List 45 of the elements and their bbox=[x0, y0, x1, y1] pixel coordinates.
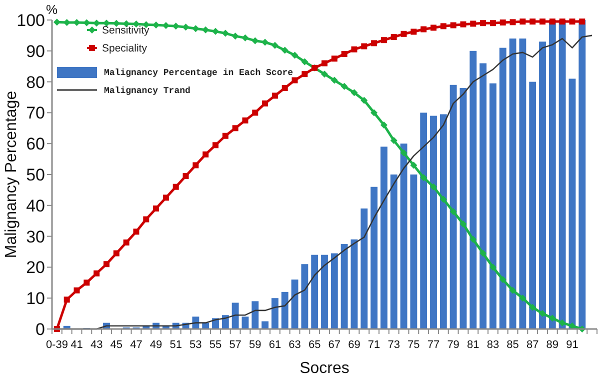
y-tick-label: 100 bbox=[16, 10, 45, 30]
y-axis-title: Malignancy Percentage bbox=[3, 90, 20, 258]
y-tick-label: 70 bbox=[26, 104, 45, 123]
x-tick-label: 59 bbox=[249, 339, 262, 351]
x-tick-label: 0-39 bbox=[46, 339, 68, 351]
legend-label: Sensitivity bbox=[102, 24, 150, 37]
legend-label: Malignancy Trand bbox=[104, 86, 190, 96]
x-tick-label: 63 bbox=[288, 339, 301, 351]
x-tick-label: 81 bbox=[467, 339, 480, 351]
legend-label: Speciality bbox=[102, 42, 148, 55]
x-tick-label: 87 bbox=[526, 339, 539, 351]
legend-label: Malignancy Percentage in Each Score bbox=[104, 68, 294, 78]
x-tick-label: 49 bbox=[150, 339, 162, 351]
y-tick-label: 50 bbox=[26, 165, 45, 184]
y-tick-label: 40 bbox=[26, 196, 45, 216]
x-tick-label: 69 bbox=[348, 339, 360, 351]
y-tick-label: 60 bbox=[26, 134, 45, 154]
x-tick-label: 57 bbox=[229, 339, 242, 351]
x-tick-label: 51 bbox=[170, 339, 182, 351]
y-tick-label: 0 bbox=[36, 320, 45, 339]
y-tick-label: 90 bbox=[26, 42, 45, 61]
x-tick-label: 91 bbox=[566, 339, 578, 351]
x-tick-label: 89 bbox=[546, 339, 559, 351]
x-tick-label: 55 bbox=[209, 339, 222, 351]
x-tick-label: 73 bbox=[388, 339, 400, 351]
x-tick-label: 65 bbox=[308, 339, 321, 351]
x-tick-label: 53 bbox=[190, 339, 202, 351]
x-tick-label: 75 bbox=[408, 339, 420, 351]
x-tick-label: 85 bbox=[506, 339, 519, 351]
y-tick-label: 20 bbox=[26, 258, 45, 278]
x-tick-label: 77 bbox=[427, 339, 440, 351]
x-tick-label: 47 bbox=[130, 339, 142, 351]
x-tick-label: 71 bbox=[368, 339, 380, 351]
x-tick-label: 61 bbox=[268, 339, 282, 351]
x-tick-label: 43 bbox=[90, 339, 103, 351]
text: % bbox=[46, 2, 58, 17]
x-tick-label: 45 bbox=[110, 339, 123, 351]
x-axis-title: Socres bbox=[300, 360, 350, 377]
x-tick-label: 83 bbox=[486, 339, 500, 351]
y-tick-label: 10 bbox=[26, 289, 45, 308]
x-tick-label: 67 bbox=[328, 339, 341, 351]
x-tick-label: 79 bbox=[447, 339, 460, 351]
x-tick-label: 41 bbox=[70, 339, 83, 351]
y-tick-label: 30 bbox=[26, 227, 45, 246]
y-tick-label: 80 bbox=[26, 72, 45, 92]
